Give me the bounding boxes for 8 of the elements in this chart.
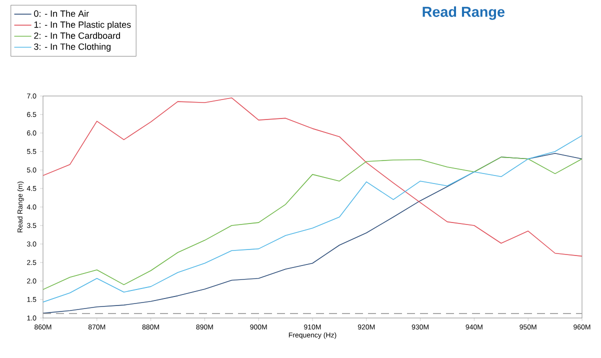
chart-title: Read Range — [422, 6, 505, 20]
line-series — [43, 156, 582, 290]
legend-label: 0: - In The Air — [34, 10, 89, 17]
line-series — [43, 97, 582, 257]
line-series — [43, 135, 582, 302]
legend-label: 3: - In The Clothing — [34, 43, 111, 52]
legend-label: 1: - In The Plastic plates — [34, 21, 131, 30]
legend-label: 2: - In The Cardboard — [34, 32, 120, 39]
